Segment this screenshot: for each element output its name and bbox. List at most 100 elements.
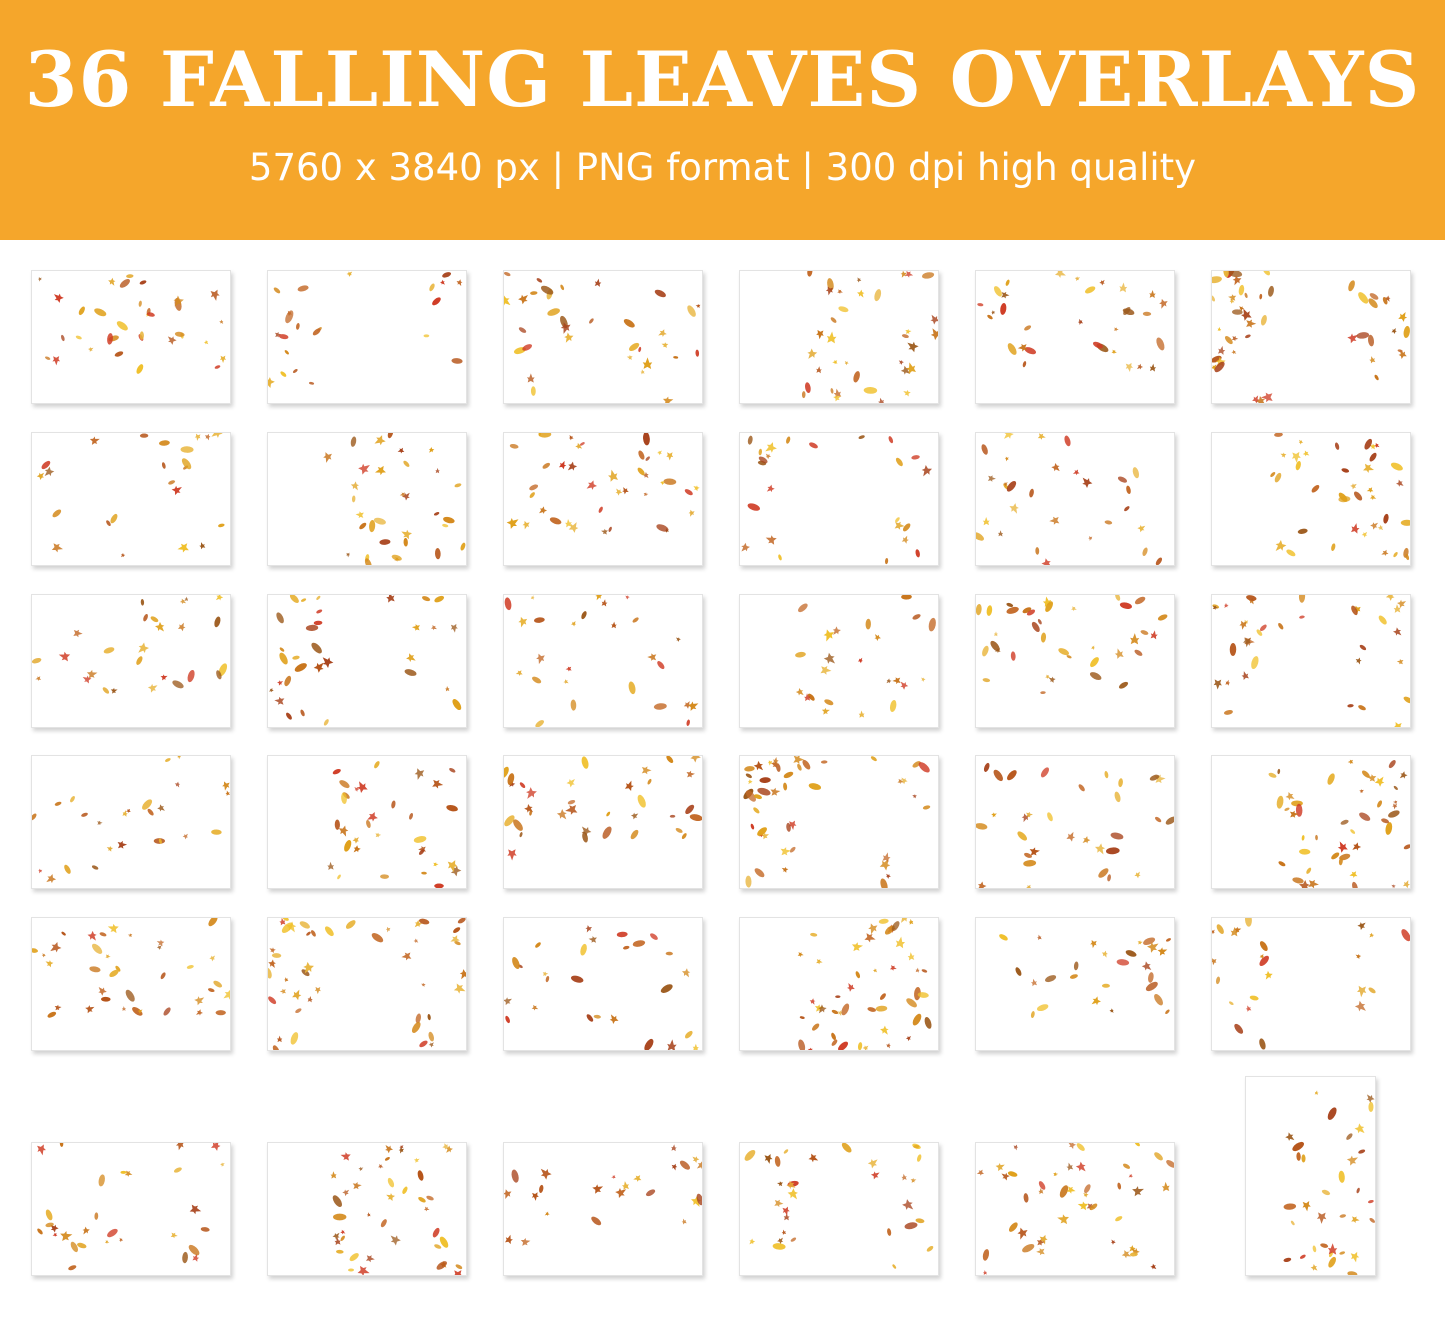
leaf-icon bbox=[841, 1143, 852, 1153]
falling-leaves-icon bbox=[37, 274, 227, 374]
leaf-icon bbox=[38, 868, 43, 874]
overlay-thumbnail-26 bbox=[267, 917, 467, 1051]
leaf-icon bbox=[214, 365, 221, 369]
leaf-icon bbox=[366, 1212, 371, 1217]
leaf-icon bbox=[567, 461, 578, 471]
leaf-icon bbox=[1354, 1000, 1366, 1012]
leaf-icon bbox=[512, 957, 520, 970]
leaf-icon bbox=[921, 677, 926, 682]
leaf-icon bbox=[560, 322, 571, 334]
leaf-icon bbox=[810, 932, 818, 937]
leaf-icon bbox=[1327, 1243, 1338, 1255]
leaf-icon bbox=[122, 810, 128, 817]
leaf-icon bbox=[418, 918, 430, 925]
leaf-icon bbox=[121, 1006, 126, 1011]
leaf-icon bbox=[1381, 549, 1389, 557]
leaf-icon bbox=[667, 1039, 677, 1050]
leaf-icon bbox=[764, 1153, 773, 1164]
leaf-icon bbox=[1346, 1155, 1359, 1166]
leaf-icon bbox=[52, 356, 61, 366]
leaf-icon bbox=[637, 467, 645, 476]
leaf-icon bbox=[1398, 311, 1408, 322]
leaf-icon bbox=[386, 595, 395, 603]
leaf-icon bbox=[82, 675, 92, 684]
leaf-icon bbox=[757, 787, 771, 796]
leaf-icon bbox=[402, 492, 410, 501]
leaf-icon bbox=[533, 617, 545, 623]
leaf-icon bbox=[64, 864, 71, 874]
leaf-icon bbox=[921, 969, 928, 973]
leaf-icon bbox=[1256, 629, 1263, 636]
leaf-icon bbox=[1023, 860, 1037, 867]
leaf-icon bbox=[820, 665, 832, 675]
leaf-icon bbox=[209, 955, 216, 962]
leaf-icon bbox=[797, 763, 802, 771]
leaf-icon bbox=[1274, 433, 1283, 437]
leaf-icon bbox=[669, 814, 676, 818]
leaf-icon bbox=[1009, 1222, 1018, 1232]
leaf-icon bbox=[1129, 1252, 1138, 1257]
leaf-icon bbox=[1076, 1143, 1085, 1151]
leaf-icon bbox=[750, 823, 755, 830]
leaf-icon bbox=[526, 787, 537, 799]
leaf-icon bbox=[340, 1152, 351, 1161]
leaf-icon bbox=[795, 687, 804, 696]
leaf-icon bbox=[837, 1010, 843, 1017]
leaf-icon bbox=[220, 355, 227, 363]
leaf-icon bbox=[592, 1184, 604, 1194]
leaf-icon bbox=[445, 1145, 453, 1153]
leaf-icon bbox=[825, 286, 834, 296]
leaf-icon bbox=[415, 1013, 421, 1024]
leaf-icon bbox=[173, 1167, 182, 1173]
leaf-icon bbox=[821, 707, 830, 715]
leaf-icon bbox=[647, 653, 657, 661]
leaf-icon bbox=[177, 543, 189, 553]
leaf-icon bbox=[1090, 657, 1099, 668]
leaf-icon bbox=[641, 766, 652, 775]
leaf-icon bbox=[336, 1249, 344, 1254]
overlay-thumbnail-13 bbox=[31, 594, 231, 728]
leaf-icon bbox=[539, 506, 548, 514]
leaf-icon bbox=[50, 942, 62, 953]
leaf-icon bbox=[351, 495, 356, 503]
leaf-icon bbox=[513, 819, 523, 831]
leaf-icon bbox=[608, 526, 612, 532]
leaf-icon bbox=[1351, 523, 1360, 534]
leaf-icon bbox=[143, 613, 148, 622]
leaf-icon bbox=[1403, 325, 1410, 339]
leaf-icon bbox=[505, 1015, 510, 1024]
leaf-icon bbox=[757, 827, 767, 836]
leaf-icon bbox=[654, 289, 666, 298]
leaf-icon bbox=[158, 440, 170, 446]
leaf-icon bbox=[139, 280, 147, 285]
leaf-icon bbox=[355, 511, 364, 519]
leaf-icon bbox=[1244, 292, 1248, 299]
overlay-thumbnail-21 bbox=[503, 755, 703, 889]
leaf-icon bbox=[1104, 520, 1113, 525]
leaf-icon bbox=[982, 645, 989, 657]
leaf-icon bbox=[565, 518, 572, 528]
leaf-icon bbox=[504, 271, 511, 277]
leaf-icon bbox=[218, 523, 225, 528]
leaf-icon bbox=[1039, 1234, 1048, 1245]
leaf-icon bbox=[1049, 516, 1060, 525]
leaf-icon bbox=[116, 321, 128, 331]
leaf-icon bbox=[615, 488, 623, 496]
leaf-icon bbox=[820, 760, 828, 764]
leaf-icon bbox=[1245, 334, 1251, 339]
leaf-icon bbox=[793, 756, 805, 764]
leaf-icon bbox=[282, 918, 289, 921]
leaf-icon bbox=[1119, 602, 1133, 609]
leaf-icon bbox=[1099, 279, 1105, 286]
leaf-icon bbox=[807, 348, 818, 359]
leaf-icon bbox=[1358, 292, 1369, 304]
leaf-icon bbox=[457, 918, 466, 924]
leaf-icon bbox=[776, 763, 781, 772]
falling-leaves-icon bbox=[976, 433, 1163, 565]
leaf-icon bbox=[684, 489, 693, 496]
leaf-icon bbox=[789, 846, 796, 853]
leaf-icon bbox=[540, 285, 554, 295]
leaf-icon bbox=[563, 679, 569, 685]
leaf-icon bbox=[1077, 318, 1084, 325]
leaf-icon bbox=[519, 832, 523, 838]
